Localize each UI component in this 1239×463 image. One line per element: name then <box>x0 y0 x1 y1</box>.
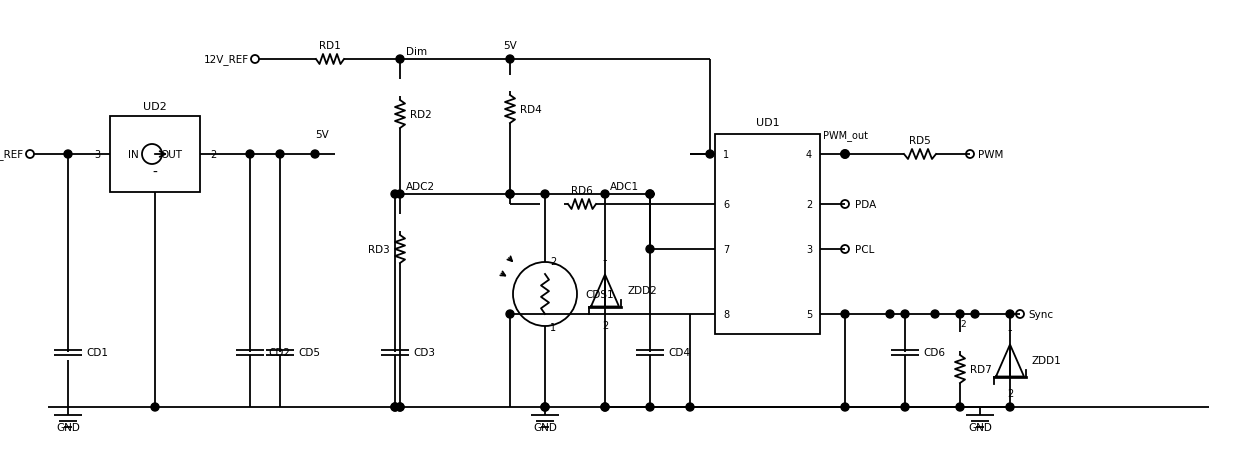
Text: PWM_out: PWM_out <box>823 130 867 141</box>
Text: 8: 8 <box>724 309 729 319</box>
Text: -: - <box>602 254 607 267</box>
Text: RD4: RD4 <box>520 105 541 115</box>
Circle shape <box>841 403 849 411</box>
Text: 7: 7 <box>724 244 730 255</box>
Text: 2: 2 <box>960 320 965 329</box>
Text: UD2: UD2 <box>144 102 167 112</box>
Bar <box>110 117 199 193</box>
Circle shape <box>276 150 284 159</box>
Text: GND: GND <box>968 422 992 432</box>
Circle shape <box>541 403 549 411</box>
Circle shape <box>392 403 399 411</box>
Circle shape <box>706 150 714 159</box>
Circle shape <box>396 56 404 64</box>
Circle shape <box>841 310 849 319</box>
Circle shape <box>506 191 514 199</box>
Text: CD4: CD4 <box>668 347 690 357</box>
Text: ZDD2: ZDD2 <box>627 286 657 296</box>
Circle shape <box>506 310 514 319</box>
Circle shape <box>541 403 549 411</box>
Text: ADC1: ADC1 <box>610 181 639 192</box>
Text: GND: GND <box>533 422 558 432</box>
Text: 2: 2 <box>550 257 556 266</box>
Circle shape <box>930 310 939 319</box>
Text: OUT: OUT <box>160 150 182 160</box>
Circle shape <box>506 56 514 64</box>
Text: ADC2: ADC2 <box>406 181 435 192</box>
Text: RD5: RD5 <box>909 136 930 146</box>
Text: RD3: RD3 <box>368 244 390 255</box>
Circle shape <box>506 191 514 199</box>
Text: 1: 1 <box>550 322 556 332</box>
Circle shape <box>392 191 399 199</box>
Text: 12V_REF: 12V_REF <box>204 55 249 65</box>
Text: 2: 2 <box>602 321 608 331</box>
Text: -: - <box>152 166 157 180</box>
Text: RD2: RD2 <box>410 110 431 120</box>
Text: PDA: PDA <box>855 200 876 210</box>
Circle shape <box>601 191 610 199</box>
Text: 3: 3 <box>805 244 812 255</box>
Text: Sync: Sync <box>1028 309 1053 319</box>
Circle shape <box>151 403 159 411</box>
Text: CD3: CD3 <box>413 347 435 357</box>
Circle shape <box>392 403 399 411</box>
Circle shape <box>601 403 610 411</box>
Circle shape <box>841 150 849 159</box>
Circle shape <box>971 310 979 319</box>
Circle shape <box>396 403 404 411</box>
Text: RD7: RD7 <box>970 364 991 374</box>
Text: 5V: 5V <box>315 130 328 140</box>
Circle shape <box>311 150 318 159</box>
Circle shape <box>64 150 72 159</box>
Text: 3: 3 <box>94 150 100 160</box>
Text: PCL: PCL <box>855 244 875 255</box>
Text: PWM: PWM <box>978 150 1004 160</box>
Circle shape <box>957 310 964 319</box>
Circle shape <box>396 191 404 199</box>
Circle shape <box>646 403 654 411</box>
Text: -: - <box>1007 324 1012 337</box>
Text: CD1: CD1 <box>85 347 108 357</box>
Text: 2: 2 <box>209 150 217 160</box>
Text: 1: 1 <box>724 150 729 160</box>
Text: 2: 2 <box>1007 388 1014 399</box>
Bar <box>715 135 820 334</box>
Circle shape <box>957 403 964 411</box>
Circle shape <box>1006 403 1014 411</box>
Text: ZDD1: ZDD1 <box>1032 356 1062 366</box>
Text: IN: IN <box>128 150 139 160</box>
Text: GND: GND <box>56 422 81 432</box>
Circle shape <box>541 191 549 199</box>
Circle shape <box>646 245 654 253</box>
Text: UD1: UD1 <box>756 118 779 128</box>
Text: RD1: RD1 <box>320 41 341 51</box>
Circle shape <box>886 310 895 319</box>
Circle shape <box>1006 310 1014 319</box>
Text: 5V: 5V <box>503 41 517 51</box>
Circle shape <box>686 403 694 411</box>
Text: CDS1: CDS1 <box>585 289 613 300</box>
Circle shape <box>901 310 909 319</box>
Circle shape <box>601 403 610 411</box>
Text: RD6: RD6 <box>571 186 593 195</box>
Text: CD6: CD6 <box>923 347 945 357</box>
Text: 12V_REF: 12V_REF <box>0 149 24 160</box>
Circle shape <box>646 191 654 199</box>
Text: 5: 5 <box>805 309 812 319</box>
Text: 2: 2 <box>805 200 812 210</box>
Text: CD2: CD2 <box>268 347 290 357</box>
Circle shape <box>247 150 254 159</box>
Circle shape <box>396 403 404 411</box>
Text: Dim: Dim <box>406 47 427 57</box>
Circle shape <box>901 403 909 411</box>
Text: 4: 4 <box>805 150 812 160</box>
Circle shape <box>646 191 654 199</box>
Text: 6: 6 <box>724 200 729 210</box>
Text: CD5: CD5 <box>299 347 320 357</box>
